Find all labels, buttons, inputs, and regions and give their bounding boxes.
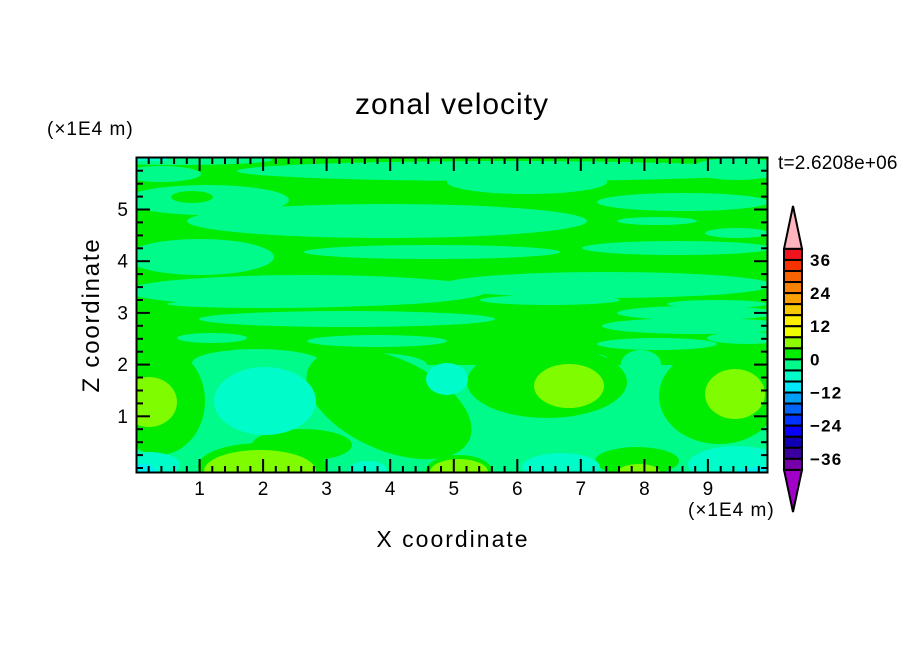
svg-text:24: 24 bbox=[810, 284, 831, 303]
svg-text:9: 9 bbox=[703, 479, 714, 500]
svg-text:7: 7 bbox=[576, 479, 587, 500]
svg-text:0: 0 bbox=[810, 350, 821, 369]
svg-text:X coordinate: X coordinate bbox=[376, 526, 529, 552]
svg-text:4: 4 bbox=[385, 479, 396, 500]
svg-text:6: 6 bbox=[512, 479, 523, 500]
svg-text:5: 5 bbox=[449, 479, 460, 500]
svg-text:3: 3 bbox=[117, 303, 128, 324]
svg-text:Z coordinate: Z coordinate bbox=[78, 237, 105, 392]
svg-text:8: 8 bbox=[639, 479, 650, 500]
svg-text:2: 2 bbox=[258, 479, 269, 500]
svg-text:−36: −36 bbox=[810, 450, 842, 469]
svg-text:5: 5 bbox=[117, 200, 128, 221]
svg-text:−12: −12 bbox=[810, 384, 842, 403]
svg-text:12: 12 bbox=[810, 317, 831, 336]
svg-text:3: 3 bbox=[321, 479, 332, 500]
svg-text:(×1E4 m): (×1E4 m) bbox=[688, 500, 775, 521]
svg-text:t=2.6208e+06: t=2.6208e+06 bbox=[778, 153, 898, 174]
svg-text:zonal velocity: zonal velocity bbox=[355, 88, 549, 121]
svg-text:1: 1 bbox=[194, 479, 205, 500]
svg-text:4: 4 bbox=[117, 252, 128, 273]
svg-text:−24: −24 bbox=[810, 417, 842, 436]
svg-text:2: 2 bbox=[117, 355, 128, 376]
svg-text:(×1E4 m): (×1E4 m) bbox=[47, 119, 134, 140]
svg-text:36: 36 bbox=[810, 251, 831, 270]
svg-text:1: 1 bbox=[117, 407, 128, 428]
